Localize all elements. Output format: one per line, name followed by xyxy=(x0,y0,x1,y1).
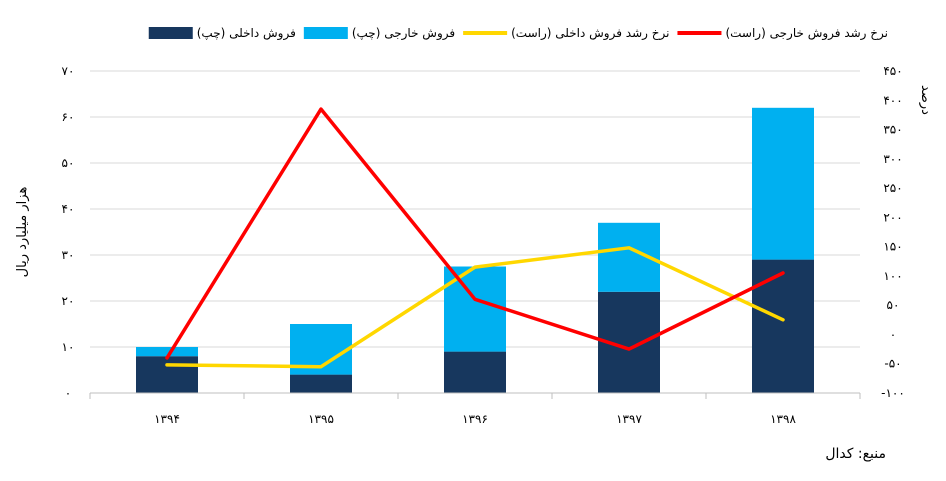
legend-label: فروش خارجی (چپ) xyxy=(352,26,455,41)
bars xyxy=(136,107,814,393)
left-tick-label: ۱۰ xyxy=(62,340,75,354)
left-tick-label: ۲۰ xyxy=(62,294,75,308)
bar-domestic xyxy=(752,259,814,393)
legend-swatch xyxy=(148,27,193,39)
bar-domestic xyxy=(136,356,198,393)
legend: نرخ رشد فروش خارجی (راست) نرخ رشد فروش دا… xyxy=(148,26,888,41)
legend-label: فروش داخلی (چپ) xyxy=(197,26,296,41)
bar-domestic xyxy=(444,351,506,393)
bar-domestic xyxy=(290,374,352,393)
right-tick-label: ۵۰ xyxy=(887,298,900,312)
left-tick-label: ۰ xyxy=(65,386,71,400)
x-tick-label: ۱۳۹۵ xyxy=(308,412,334,426)
source-note: منبع: کدال xyxy=(825,446,886,462)
legend-label: نرخ رشد فروش داخلی (راست) xyxy=(511,26,669,41)
x-tick-label: ۱۳۹۶ xyxy=(462,412,488,426)
right-tick-label: ۴۵۰ xyxy=(883,64,902,78)
right-axis-title: درصد xyxy=(918,85,933,115)
axes: ۰ ۱۰ ۲۰ ۳۰ ۴۰ ۵۰ ۶۰ ۷۰ -۱۰۰ -۵۰ ۰ ۵۰ ۱۰۰ ۱۵۰ ۲۰۰ ۲۵۰ ۳۰۰… xyxy=(15,64,933,426)
right-tick-label: -۱۰۰ xyxy=(881,386,905,400)
x-tick-label: ۱۳۹۷ xyxy=(616,412,642,426)
bar-export xyxy=(136,347,198,357)
right-tick-label: ۲۵۰ xyxy=(883,181,902,195)
left-tick-label: ۵۰ xyxy=(62,156,75,170)
right-tick-label: ۱۵۰ xyxy=(883,240,902,254)
right-tick-label: ۳۰۰ xyxy=(883,152,902,166)
left-tick-label: ۶۰ xyxy=(62,110,75,124)
right-tick-label: ۰ xyxy=(890,327,896,341)
right-tick-label: ۴۰۰ xyxy=(883,93,902,107)
left-tick-label: ۳۰ xyxy=(62,248,75,262)
right-tick-label: ۱۰۰ xyxy=(883,269,902,283)
export-growth-line xyxy=(165,107,785,360)
left-tick-label: ۷۰ xyxy=(62,64,75,78)
left-tick-label: ۴۰ xyxy=(62,202,75,216)
series-lines xyxy=(165,107,785,369)
bar-export xyxy=(752,107,814,260)
gridlines xyxy=(90,70,860,348)
domestic-growth-line xyxy=(165,246,785,369)
legend-label: نرخ رشد فروش خارجی (راست) xyxy=(725,26,888,41)
right-tick-label: ۲۰۰ xyxy=(883,210,902,224)
right-tick-label: -۵۰ xyxy=(884,357,901,371)
legend-swatch xyxy=(303,27,348,39)
right-tick-label: ۳۵۰ xyxy=(883,123,902,137)
left-axis-title: هزار میلیارد ریال xyxy=(15,187,30,278)
x-tick-label: ۱۳۹۸ xyxy=(770,412,796,426)
x-tick-label: ۱۳۹۴ xyxy=(154,412,180,426)
